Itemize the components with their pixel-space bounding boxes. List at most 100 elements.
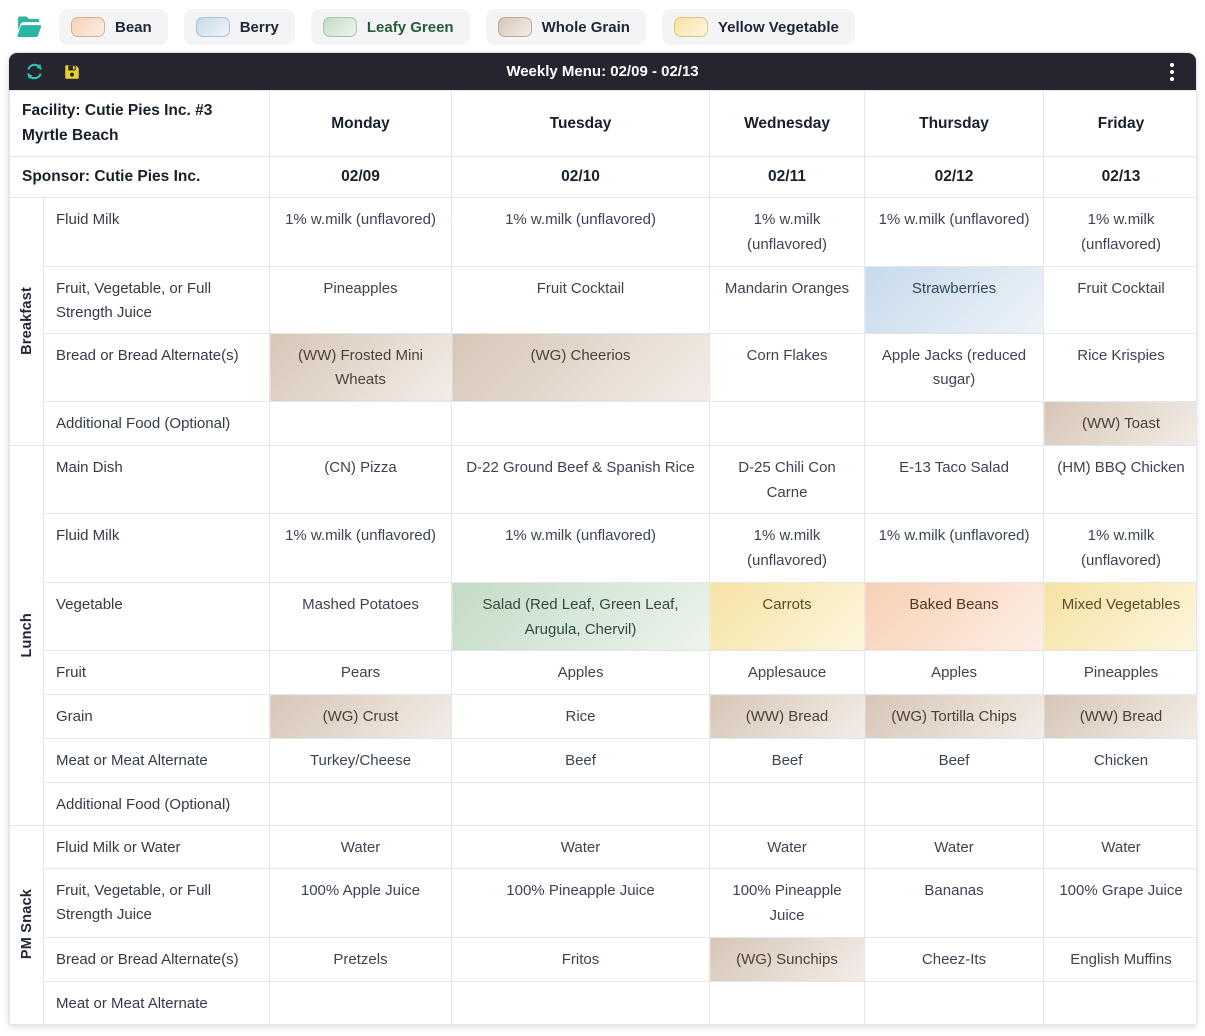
menu-cell[interactable] (269, 401, 453, 446)
menu-cell[interactable]: (WW) Bread (709, 694, 866, 739)
menu-cell[interactable] (269, 980, 453, 1025)
menu-cell[interactable]: 1% w.milk (unflavored) (451, 197, 711, 267)
row-label: Meat or Meat Alternate (42, 980, 271, 1025)
menu-cell[interactable] (269, 781, 453, 826)
menu-cell[interactable]: Fruit Cocktail (451, 265, 711, 334)
menu-cell[interactable]: 100% Grape Juice (1043, 868, 1196, 938)
section-label-lunch: Lunch (9, 444, 44, 826)
legend-chip-whole_grain[interactable]: Whole Grain (485, 9, 646, 45)
menu-cell[interactable]: Beef (709, 737, 866, 783)
save-icon[interactable] (61, 61, 83, 83)
menu-cell[interactable] (451, 781, 711, 826)
date-header: 02/09 (269, 155, 453, 199)
menu-cell[interactable]: (WG) Tortilla Chips (864, 694, 1045, 739)
menu-cell[interactable]: Rice (451, 694, 711, 739)
legend-chip-bean[interactable]: Bean (59, 9, 168, 45)
menu-cell[interactable] (451, 980, 711, 1025)
menu-cell[interactable]: 1% w.milk (unflavored) (451, 513, 711, 583)
legend-chip-label: Whole Grain (541, 18, 630, 36)
menu-cell[interactable]: Mixed Vegetables (1043, 581, 1196, 652)
refresh-icon[interactable] (23, 61, 45, 83)
row-label: Fruit, Vegetable, or Full Strength Juice (42, 868, 271, 938)
menu-cell[interactable]: Water (1043, 824, 1196, 870)
menu-cell[interactable] (1043, 781, 1196, 826)
menu-cell[interactable]: Water (269, 824, 453, 870)
menu-cell[interactable]: D-25 Chili Con Carne (709, 444, 866, 515)
menu-cell[interactable]: (WW) Frosted Mini Wheats (269, 332, 453, 403)
menu-cell[interactable] (709, 781, 866, 826)
legend-chip-leafy_green[interactable]: Leafy Green (310, 9, 470, 45)
menu-cell[interactable]: 100% Pineapple Juice (451, 868, 711, 938)
legend-chip-yellow_vegetable[interactable]: Yellow Vegetable (661, 9, 855, 45)
leafy_green-swatch-icon (322, 17, 357, 37)
row-label: Fluid Milk (42, 197, 271, 267)
menu-cell[interactable]: Water (451, 824, 711, 870)
row-label: Meat or Meat Alternate (42, 737, 271, 783)
menu-cell[interactable]: 1% w.milk (unflavored) (864, 513, 1045, 583)
menu-cell[interactable]: (WG) Cheerios (451, 332, 711, 403)
menu-cell[interactable]: 1% w.milk (unflavored) (269, 513, 453, 583)
day-header-thursday: Thursday (864, 90, 1045, 157)
menu-cell[interactable] (1043, 980, 1196, 1025)
menu-cell[interactable]: (WG) Crust (269, 694, 453, 739)
menu-cell[interactable]: English Muffins (1043, 936, 1196, 982)
menu-cell[interactable]: (WW) Bread (1043, 694, 1196, 739)
menu-cell[interactable]: Beef (451, 737, 711, 783)
menu-cell[interactable]: 1% w.milk (unflavored) (1043, 513, 1196, 583)
menu-cell[interactable]: Mandarin Oranges (709, 265, 866, 334)
menu-cell[interactable]: 100% Pineapple Juice (709, 868, 866, 938)
kebab-menu-icon[interactable] (1170, 62, 1174, 81)
menu-cell[interactable]: Baked Beans (864, 581, 1045, 652)
menu-cell[interactable]: Apples (451, 650, 711, 696)
menu-cell[interactable]: Chicken (1043, 737, 1196, 783)
menu-cell[interactable]: D-22 Ground Beef & Spanish Rice (451, 444, 711, 515)
menu-cell[interactable] (864, 401, 1045, 446)
menu-cell[interactable]: Mashed Potatoes (269, 581, 453, 652)
menu-cell[interactable]: 1% w.milk (unflavored) (269, 197, 453, 267)
menu-cell[interactable]: 1% w.milk (unflavored) (864, 197, 1045, 267)
menu-cell[interactable]: (WW) Toast (1043, 401, 1196, 446)
menu-cell[interactable]: Applesauce (709, 650, 866, 696)
date-header: 02/11 (709, 155, 866, 199)
menu-cell[interactable]: (WG) Sunchips (709, 936, 866, 982)
menu-cell[interactable]: Pineapples (1043, 650, 1196, 696)
folder-open-icon[interactable] (16, 15, 43, 39)
menu-cell[interactable]: Cheez-Its (864, 936, 1045, 982)
legend-chip-berry[interactable]: Berry (183, 9, 295, 45)
menu-cell[interactable]: 1% w.milk (unflavored) (709, 513, 866, 583)
menu-cell[interactable]: Carrots (709, 581, 866, 652)
menu-cell[interactable]: 100% Apple Juice (269, 868, 453, 938)
menu-cell[interactable]: Apples (864, 650, 1045, 696)
berry-swatch-icon (195, 17, 230, 37)
menu-cell[interactable]: Pears (269, 650, 453, 696)
menu-cell[interactable]: Corn Flakes (709, 332, 866, 403)
menu-cell[interactable]: Pineapples (269, 265, 453, 334)
menu-cell[interactable] (864, 781, 1045, 826)
menu-cell[interactable]: Pretzels (269, 936, 453, 982)
menu-cell[interactable]: Bananas (864, 868, 1045, 938)
menu-cell[interactable]: 1% w.milk (unflavored) (1043, 197, 1196, 267)
menu-cell[interactable]: (CN) Pizza (269, 444, 453, 515)
menu-cell[interactable] (709, 401, 866, 446)
menu-cell[interactable]: Beef (864, 737, 1045, 783)
legend-bar: Bean Berry Leafy Green Whole Grain Yellow Ve… (0, 0, 1205, 52)
section-label-text: Breakfast (18, 287, 35, 356)
menu-cell[interactable]: Turkey/Cheese (269, 737, 453, 783)
bean-swatch-icon (71, 17, 105, 37)
menu-cell[interactable] (451, 401, 711, 446)
menu-cell[interactable]: Water (709, 824, 866, 870)
menu-cell[interactable]: Fruit Cocktail (1043, 265, 1196, 334)
menu-cell[interactable]: Rice Krispies (1043, 332, 1196, 403)
menu-cell[interactable] (864, 980, 1045, 1025)
menu-cell[interactable]: Strawberries (864, 265, 1045, 334)
menu-cell[interactable]: (HM) BBQ Chicken (1043, 444, 1196, 515)
menu-cell[interactable]: Apple Jacks (reduced sugar) (864, 332, 1045, 403)
menu-cell[interactable]: E-13 Taco Salad (864, 444, 1045, 515)
menu-cell[interactable]: Fritos (451, 936, 711, 982)
menu-cell[interactable]: Water (864, 824, 1045, 870)
menu-cell[interactable]: Salad (Red Leaf, Green Leaf, Arugula, Ch… (451, 581, 711, 652)
menu-cell[interactable]: 1% w.milk (unflavored) (709, 197, 866, 267)
menu-cell[interactable] (709, 980, 866, 1025)
legend-chip-label: Berry (239, 18, 279, 36)
